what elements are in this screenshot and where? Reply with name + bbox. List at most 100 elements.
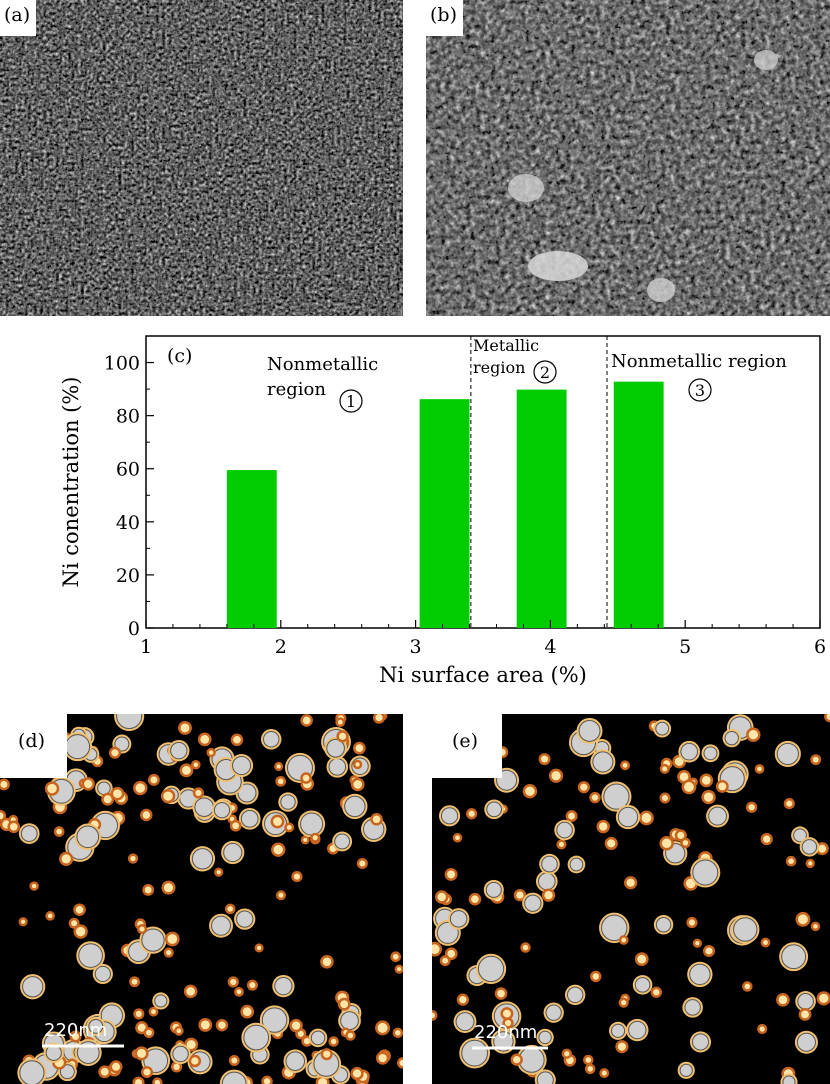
particle <box>610 1023 626 1038</box>
particle <box>31 883 37 889</box>
particle <box>607 839 616 848</box>
particle <box>172 1045 189 1063</box>
particle <box>468 810 475 817</box>
particle <box>302 774 310 782</box>
particle <box>522 944 529 951</box>
particle <box>186 987 195 996</box>
particle <box>143 1048 169 1074</box>
particle <box>461 1039 489 1067</box>
particle <box>637 954 647 964</box>
particle <box>537 872 556 891</box>
particle <box>776 742 799 766</box>
particle <box>662 766 668 772</box>
particle <box>137 1023 146 1032</box>
particle <box>626 878 635 887</box>
particle <box>778 995 788 1005</box>
particle <box>578 719 601 742</box>
particle <box>793 828 807 843</box>
particle <box>661 838 672 849</box>
particle <box>662 795 669 801</box>
region2-line1: Metallic <box>473 336 539 355</box>
particle <box>111 749 119 757</box>
particle <box>708 806 727 826</box>
particle <box>813 924 818 929</box>
particle <box>744 983 751 990</box>
particle <box>72 1033 80 1041</box>
plot-frame <box>145 335 821 629</box>
particle <box>691 1033 710 1051</box>
particle <box>300 812 324 836</box>
particle <box>328 758 347 776</box>
x-tick-label-5: 5 <box>679 636 691 658</box>
particle <box>399 1059 403 1067</box>
particle <box>230 978 237 986</box>
particle <box>622 762 628 768</box>
particle <box>763 940 768 945</box>
particle <box>449 910 468 928</box>
particle <box>680 742 699 761</box>
particle <box>516 891 524 899</box>
particle <box>261 1007 288 1033</box>
particle <box>502 1009 511 1018</box>
particle <box>703 746 718 761</box>
sem-texture-b <box>426 0 830 316</box>
y-tick-label-40: 40 <box>116 512 140 534</box>
x-tick-label-6: 6 <box>814 636 826 658</box>
particle <box>564 1051 570 1057</box>
particle <box>440 807 459 825</box>
chart-panel-label: (c) <box>167 345 192 367</box>
particle <box>536 1071 554 1084</box>
particle <box>359 860 366 867</box>
particle <box>653 989 660 996</box>
particle <box>587 1066 593 1072</box>
particle <box>116 714 143 730</box>
particle <box>180 723 190 733</box>
particle <box>692 859 719 886</box>
particle <box>442 957 449 964</box>
particle <box>273 845 283 855</box>
particle <box>262 731 280 748</box>
particle <box>344 795 366 818</box>
particle <box>75 905 84 914</box>
particle <box>798 914 808 925</box>
particle <box>236 989 242 995</box>
bar-4 <box>613 381 664 628</box>
particle <box>191 1057 199 1065</box>
particle <box>788 858 794 864</box>
particle <box>154 994 168 1008</box>
particle <box>337 719 343 725</box>
particle <box>592 973 599 980</box>
particle <box>136 1048 147 1058</box>
bar-2 <box>419 399 470 628</box>
particle <box>232 822 240 830</box>
particle <box>558 841 564 847</box>
particle <box>617 1042 626 1051</box>
particle <box>249 982 256 989</box>
particle <box>485 881 502 898</box>
particle <box>47 913 53 919</box>
particle <box>759 1026 765 1032</box>
particle <box>151 1009 156 1015</box>
region3-circle <box>688 378 712 402</box>
particle <box>477 955 505 983</box>
particle <box>293 873 300 880</box>
particle <box>100 1067 109 1076</box>
particle <box>569 857 584 872</box>
particle <box>748 730 759 740</box>
particle <box>682 840 689 846</box>
particle <box>88 1018 104 1034</box>
region3-number: 3 <box>695 381 705 400</box>
panel-label-d: (d) <box>0 714 67 778</box>
bar-3 <box>516 389 567 628</box>
eds-map-d: (d) 220nm <box>0 714 403 1084</box>
particle <box>322 957 332 967</box>
particle <box>601 914 628 942</box>
particle <box>621 937 627 943</box>
particle <box>397 967 402 972</box>
particle <box>504 1019 512 1027</box>
particle <box>338 732 347 740</box>
sem-image-b: (b) <box>426 0 830 316</box>
particle <box>0 812 4 820</box>
particle <box>130 855 136 862</box>
particle <box>733 917 758 942</box>
